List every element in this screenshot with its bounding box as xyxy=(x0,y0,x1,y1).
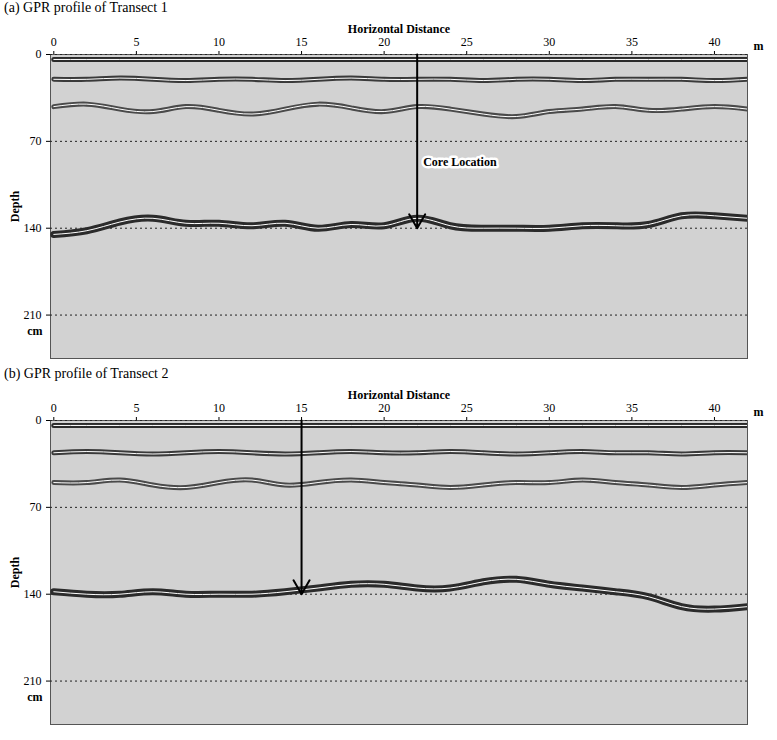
svg-text:0: 0 xyxy=(36,47,42,61)
svg-text:0: 0 xyxy=(36,413,42,427)
svg-text:20: 20 xyxy=(378,35,390,49)
svg-text:30: 30 xyxy=(543,35,555,49)
svg-text:Core Location: Core Location xyxy=(423,155,497,169)
svg-text:140: 140 xyxy=(24,221,42,235)
svg-text:20: 20 xyxy=(378,401,390,415)
svg-text:Horizontal Distance: Horizontal Distance xyxy=(348,388,451,402)
svg-text:210: 210 xyxy=(24,674,42,688)
svg-text:140: 140 xyxy=(24,587,42,601)
svg-text:30: 30 xyxy=(543,401,555,415)
html-text:(a) GPR profile of Transect 1: (a) GPR profile of Transect 1 xyxy=(4,0,168,15)
svg-text:25: 25 xyxy=(461,35,473,49)
svg-text:10: 10 xyxy=(213,401,225,415)
svg-text:cm: cm xyxy=(27,690,42,704)
svg-text:Depth: Depth xyxy=(8,191,22,223)
svg-text:5: 5 xyxy=(133,35,139,49)
svg-text:40: 40 xyxy=(708,401,720,415)
svg-text:10: 10 xyxy=(213,35,225,49)
html-text:(b) GPR profile of Transect 2: (b) GPR profile of Transect 2 xyxy=(4,366,169,381)
svg-text:35: 35 xyxy=(626,35,638,49)
svg-text:25: 25 xyxy=(461,401,473,415)
svg-text:210: 210 xyxy=(24,308,42,322)
svg-text:15: 15 xyxy=(296,401,308,415)
svg-text:Horizontal Distance: Horizontal Distance xyxy=(348,22,451,36)
svg-text:0: 0 xyxy=(51,35,57,49)
svg-text:70: 70 xyxy=(30,500,42,514)
svg-text:70: 70 xyxy=(30,134,42,148)
svg-text:cm: cm xyxy=(27,324,42,338)
svg-text:5: 5 xyxy=(133,401,139,415)
svg-text:15: 15 xyxy=(296,35,308,49)
svg-text:35: 35 xyxy=(626,401,638,415)
svg-text:Depth: Depth xyxy=(8,557,22,589)
svg-text:m: m xyxy=(754,39,764,53)
svg-text:40: 40 xyxy=(708,35,720,49)
svg-text:m: m xyxy=(754,405,764,419)
svg-text:0: 0 xyxy=(51,401,57,415)
